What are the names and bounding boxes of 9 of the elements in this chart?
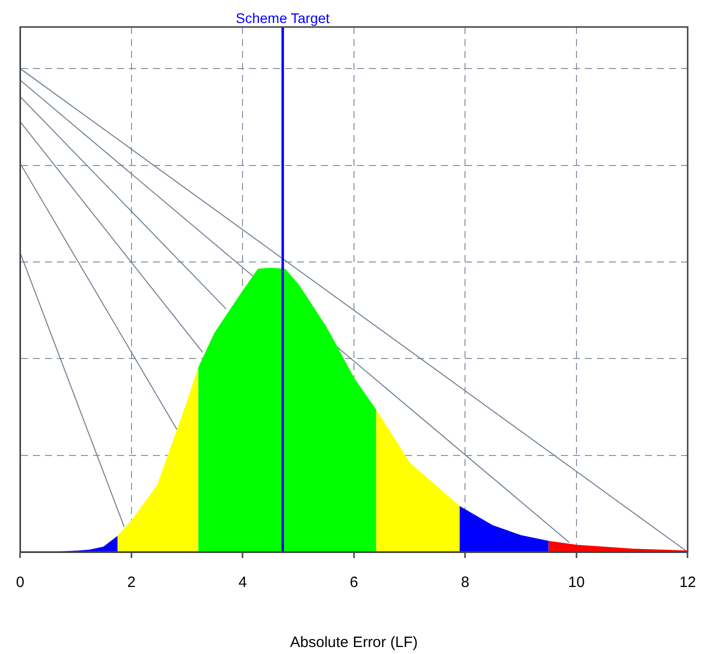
x-tick-label: 0	[16, 574, 24, 592]
x-tick-label: 12	[679, 574, 696, 592]
x-tick-label: 6	[350, 574, 358, 592]
x-tick-label: 2	[127, 574, 136, 592]
x-tick-label: 4	[238, 574, 247, 592]
x-tick-label: 8	[460, 574, 470, 592]
ref-line-label: Scheme Target	[236, 10, 330, 26]
x-tick-label: 10	[568, 574, 585, 592]
x-axis-title: Absolute Error (LF)	[290, 634, 418, 652]
